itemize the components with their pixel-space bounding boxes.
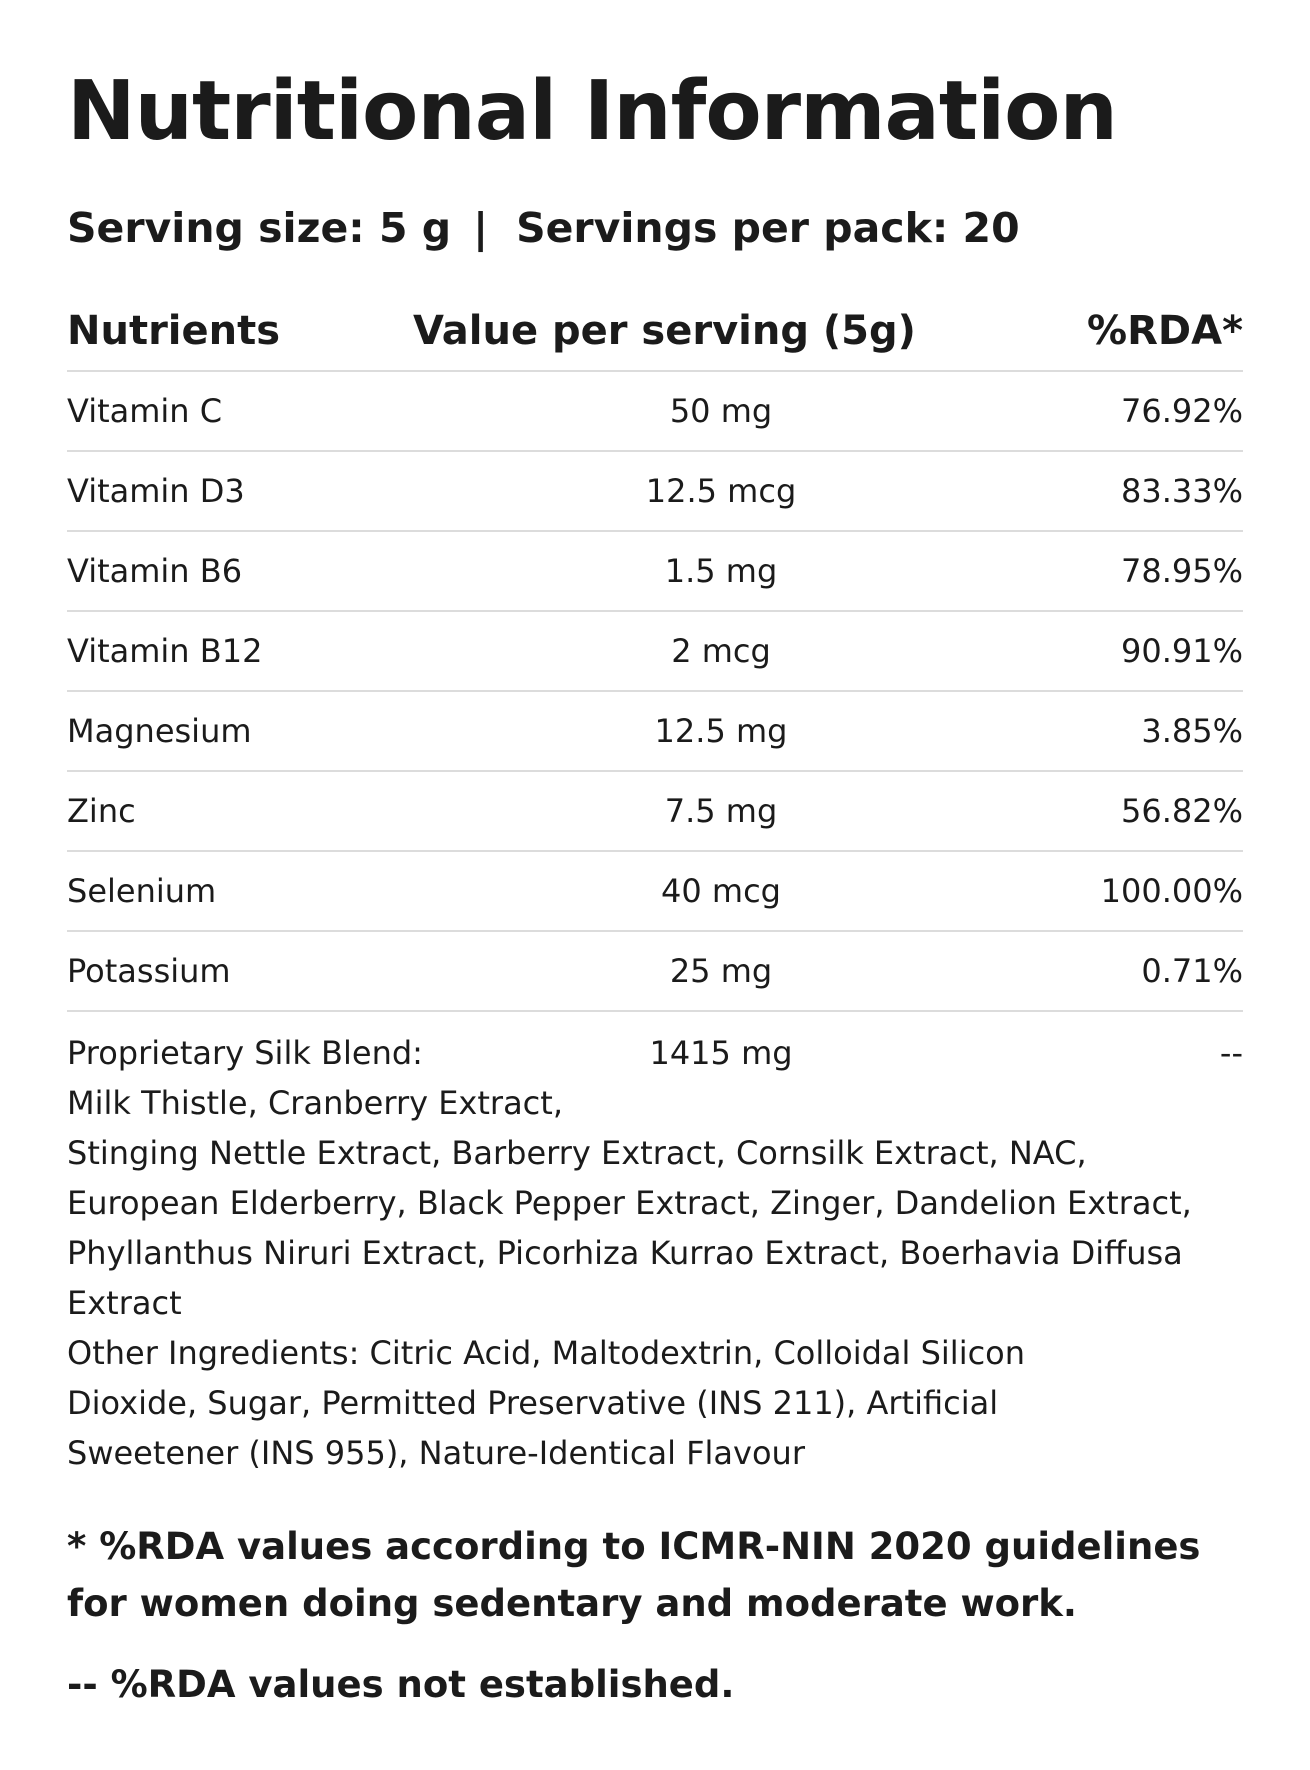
header-value-per-serving: Value per serving (5g) — [413, 308, 916, 354]
table-row: Magnesium 12.5 mg 3.85% — [67, 692, 1243, 772]
nutrient-value: 2 mcg — [671, 632, 771, 670]
header-nutrients: Nutrients — [67, 308, 281, 354]
nutrient-value: 40 mcg — [661, 872, 781, 910]
nutrient-name: Selenium — [67, 872, 217, 910]
blend-row: Proprietary Silk Blend: 1415 mg -- — [67, 1028, 1243, 1078]
servings-per-pack: Servings per pack: 20 — [516, 204, 1020, 252]
nutrient-name: Vitamin C — [67, 392, 223, 430]
nutrient-rda: 83.33% — [1120, 472, 1243, 510]
nutrient-value: 50 mg — [669, 392, 773, 430]
nutrient-value: 25 mg — [669, 952, 773, 990]
proprietary-blend: Proprietary Silk Blend: 1415 mg -- Milk … — [67, 1028, 1243, 1328]
nutrient-rda: 90.91% — [1120, 632, 1243, 670]
nutrient-rda: 56.82% — [1120, 792, 1243, 830]
rda-footnote: * %RDA values according to ICMR-NIN 2020… — [67, 1525, 1201, 1625]
table-header: Nutrients Value per serving (5g) %RDA* — [67, 300, 1243, 372]
table-row: Selenium 40 mcg 100.00% — [67, 852, 1243, 932]
serving-info: Serving size: 5 g | Servings per pack: 20 — [67, 198, 1020, 258]
header-rda: %RDA* — [1087, 308, 1243, 354]
serving-separator: | — [473, 204, 489, 252]
nutrient-name: Zinc — [67, 792, 136, 830]
blend-label: Proprietary Silk Blend: — [67, 1034, 423, 1072]
table-row: Vitamin B6 1.5 mg 78.95% — [67, 532, 1243, 612]
nutrient-rda: 3.85% — [1141, 712, 1243, 750]
nutrient-value: 12.5 mg — [654, 712, 788, 750]
other-ingredients: Other Ingredients: Citric Acid, Maltodex… — [67, 1334, 1026, 1472]
nutrient-name: Vitamin B12 — [67, 632, 263, 670]
nutrient-rda: 78.95% — [1120, 552, 1243, 590]
nutrient-value: 1.5 mg — [664, 552, 778, 590]
nutrient-rda: 0.71% — [1141, 952, 1243, 990]
nutrient-name: Magnesium — [67, 712, 252, 750]
nutrient-value: 7.5 mg — [664, 792, 778, 830]
table-row: Vitamin D3 12.5 mcg 83.33% — [67, 452, 1243, 532]
nutrient-table-body: Vitamin C 50 mg 76.92% Vitamin D3 12.5 m… — [67, 372, 1243, 1012]
nutrient-rda: 100.00% — [1100, 872, 1243, 910]
nutrient-name: Potassium — [67, 952, 231, 990]
table-row: Potassium 25 mg 0.71% — [67, 932, 1243, 1012]
page-title: Nutritional Information — [67, 64, 1118, 159]
blend-rda: -- — [1219, 1034, 1243, 1072]
blend-value: 1415 mg — [649, 1034, 793, 1072]
blend-ingredients-list: Stinging Nettle Extract, Barberry Extrac… — [67, 1134, 1192, 1322]
nutrient-rda: 76.92% — [1120, 392, 1243, 430]
table-row: Zinc 7.5 mg 56.82% — [67, 772, 1243, 852]
nutrient-value: 12.5 mcg — [645, 472, 797, 510]
nutrient-name: Vitamin D3 — [67, 472, 245, 510]
blend-ingredients-line1: Milk Thistle, Cranberry Extract, — [67, 1084, 563, 1122]
nutrient-name: Vitamin B6 — [67, 552, 243, 590]
table-row: Vitamin B12 2 mcg 90.91% — [67, 612, 1243, 692]
serving-size: Serving size: 5 g — [67, 204, 452, 252]
table-row: Vitamin C 50 mg 76.92% — [67, 372, 1243, 452]
rda-not-established-note: -- %RDA values not established. — [67, 1663, 735, 1706]
